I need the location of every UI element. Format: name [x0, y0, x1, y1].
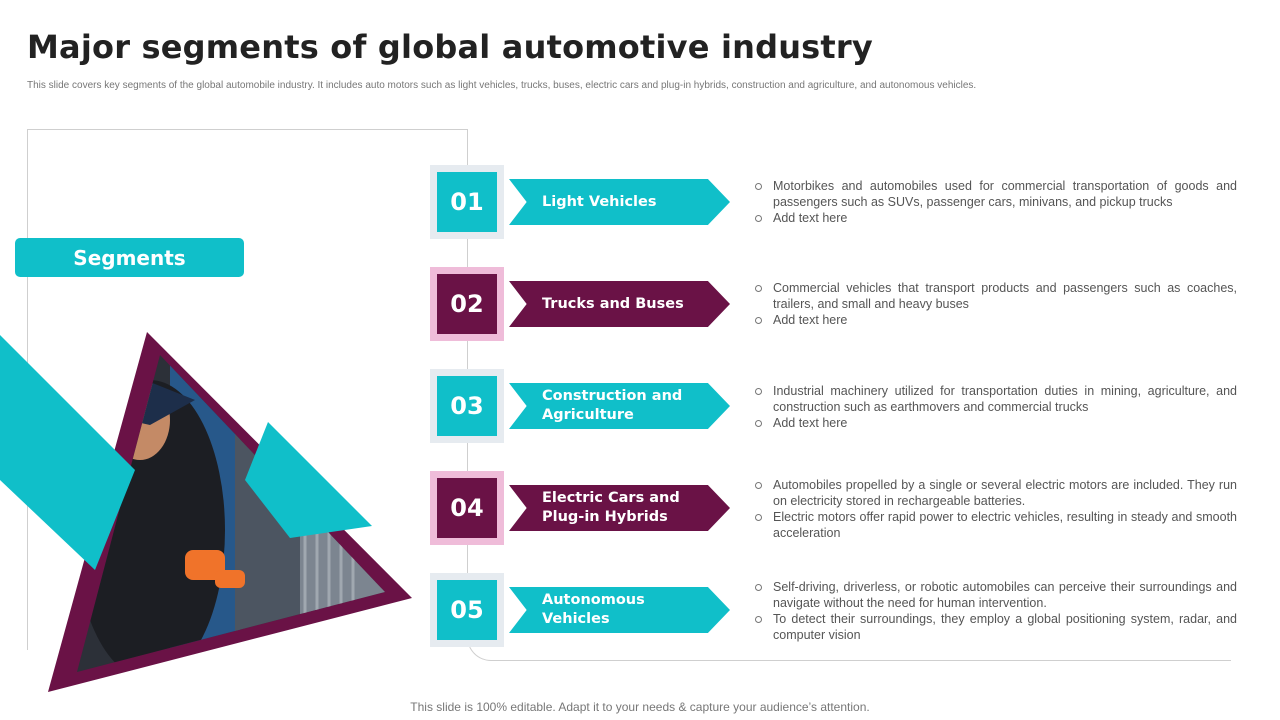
segment-label-arrow: Construction and Agriculture [509, 383, 730, 429]
segment-number: 03 [437, 376, 497, 436]
footer-note: This slide is 100% editable. Adapt it to… [410, 700, 870, 714]
segment-label-arrow: Electric Cars and Plug-in Hybrids [509, 485, 730, 531]
description-point: Add text here [755, 210, 1237, 226]
segment-description: Self-driving, driverless, or robotic aut… [755, 579, 1237, 643]
segment-number-box: 05 [430, 573, 504, 647]
segment-description: Commercial vehicles that transport produ… [755, 280, 1237, 328]
description-point: Industrial machinery utilized for transp… [755, 383, 1237, 415]
automotive-worker-illustration [0, 332, 412, 692]
segment-number-box: 01 [430, 165, 504, 239]
segment-number: 05 [437, 580, 497, 640]
description-point: Self-driving, driverless, or robotic aut… [755, 579, 1237, 611]
segment-label: Electric Cars and Plug-in Hybrids [542, 490, 680, 525]
teal-accent-shape [245, 422, 372, 538]
page-title: Major segments of global automotive indu… [27, 28, 873, 66]
description-point: Commercial vehicles that transport produ… [755, 280, 1237, 312]
segment-label: Trucks and Buses [542, 295, 684, 312]
segment-description: Motorbikes and automobiles used for comm… [755, 178, 1237, 226]
frame-connector [467, 129, 468, 169]
segment-label-arrow: Light Vehicles [509, 179, 730, 225]
segment-number: 02 [437, 274, 497, 334]
segment-label-arrow: Autonomous Vehicles [509, 587, 730, 633]
frame-connector [467, 239, 468, 271]
frame-connector [467, 545, 468, 577]
segments-label: Segments [15, 238, 244, 277]
segment-description: Automobiles propelled by a single or sev… [755, 477, 1237, 541]
description-point: Add text here [755, 415, 1237, 431]
segment-label: Autonomous Vehicles [542, 592, 645, 627]
teal-accent-shape [0, 335, 135, 570]
segment-label: Construction and Agriculture [542, 388, 683, 423]
segment-number-box: 02 [430, 267, 504, 341]
frame-connector [467, 443, 468, 475]
segment-label-arrow: Trucks and Buses [509, 281, 730, 327]
segment-number-box: 04 [430, 471, 504, 545]
description-point: Electric motors offer rapid power to ele… [755, 509, 1237, 541]
description-point: Automobiles propelled by a single or sev… [755, 477, 1237, 509]
description-point: Motorbikes and automobiles used for comm… [755, 178, 1237, 210]
page-subtitle: This slide covers key segments of the gl… [27, 80, 977, 91]
segment-description: Industrial machinery utilized for transp… [755, 383, 1237, 431]
segment-number-box: 03 [430, 369, 504, 443]
segment-label: Light Vehicles [542, 193, 657, 210]
frame-connector [467, 341, 468, 373]
description-point: To detect their surroundings, they emplo… [755, 611, 1237, 643]
description-point: Add text here [755, 312, 1237, 328]
segment-number: 01 [437, 172, 497, 232]
segment-number: 04 [437, 478, 497, 538]
